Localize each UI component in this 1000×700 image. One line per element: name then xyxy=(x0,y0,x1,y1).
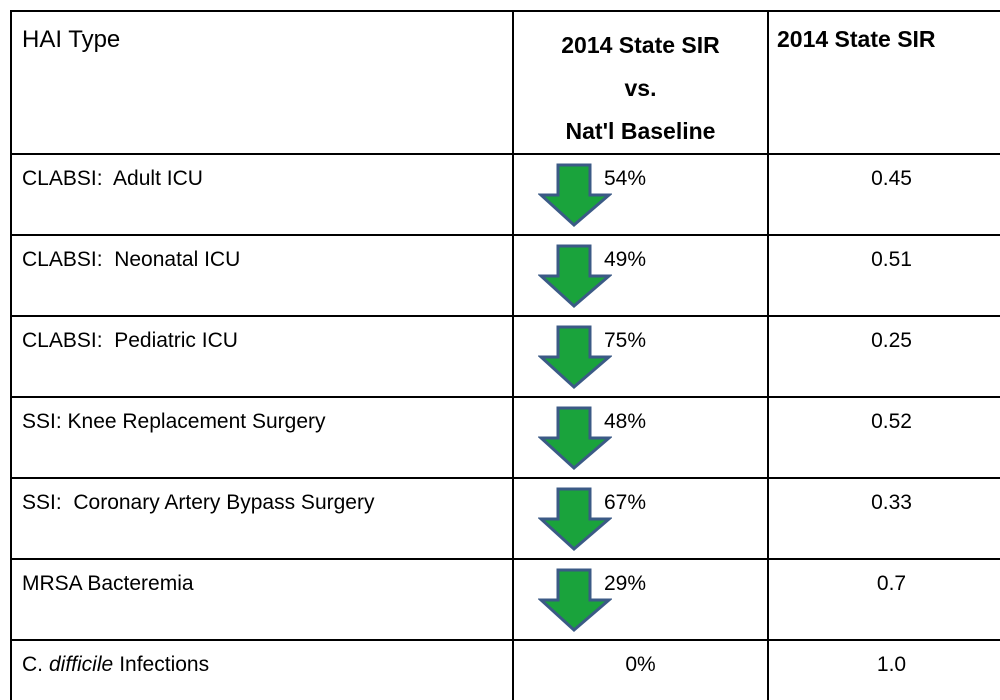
sir-text: 0.52 xyxy=(871,410,912,433)
table-row: CLABSI: Pediatric ICU 75% 0.25 xyxy=(10,315,1000,398)
header-line: vs. xyxy=(624,75,657,101)
header-row: HAI Type 2014 State SIR vs. Nat'l Baseline… xyxy=(10,10,1000,155)
table-row: C. difficile Infections 0% 1.0 xyxy=(10,639,1000,700)
change-text: 29% xyxy=(604,572,647,595)
sir-text: 0.7 xyxy=(876,572,907,595)
name-suffix: Infections xyxy=(119,653,210,676)
sir-cell: 0.25 xyxy=(767,315,1000,398)
name-cell: MRSA Bacteremia xyxy=(10,558,514,641)
sir-text: 0.51 xyxy=(871,248,912,271)
header-text: 2014 State SIR xyxy=(777,26,936,52)
name-cell: C. difficile Infections xyxy=(10,639,514,700)
sir-text: 0.25 xyxy=(871,329,912,352)
header-cell: 2014 State SIR xyxy=(767,10,1000,155)
name-text: SSI: Knee Replacement Surgery xyxy=(22,410,326,433)
table-row: CLABSI: Adult ICU 54% 0.45 xyxy=(10,153,1000,236)
down-arrow xyxy=(538,406,612,470)
name-cell: CLABSI: Adult ICU xyxy=(10,153,514,236)
down-arrow xyxy=(538,163,612,227)
change-text: 49% xyxy=(604,248,647,271)
change-text: 54% xyxy=(604,167,647,190)
arrow-shape xyxy=(538,568,612,632)
down-arrow xyxy=(538,568,612,632)
down-arrow xyxy=(538,325,612,389)
header-cell: HAI Type xyxy=(10,10,514,155)
sir-cell: 1.0 xyxy=(767,639,1000,700)
change-text: 48% xyxy=(604,410,647,433)
change-cell: 0% xyxy=(512,639,769,700)
change-cell: 75% xyxy=(512,315,769,398)
header-cell: 2014 State SIR vs. Nat'l Baseline xyxy=(512,10,769,155)
arrow-shape xyxy=(538,244,612,308)
header-line: 2014 State SIR xyxy=(561,32,720,58)
change-text: 67% xyxy=(604,491,647,514)
name-text: CLABSI: Pediatric ICU xyxy=(22,329,238,352)
header-line: Nat'l Baseline xyxy=(565,118,716,144)
sir-text: 0.33 xyxy=(871,491,912,514)
change-text: 0% xyxy=(625,653,656,676)
table-row: SSI: Knee Replacement Surgery 48% 0.52 xyxy=(10,396,1000,479)
name-cell: SSI: Knee Replacement Surgery xyxy=(10,396,514,479)
table-body: HAI Type 2014 State SIR vs. Nat'l Baseline… xyxy=(10,10,1000,700)
change-cell: 54% xyxy=(512,153,769,236)
sir-cell: 0.45 xyxy=(767,153,1000,236)
change-cell: 48% xyxy=(512,396,769,479)
name-cell: SSI: Coronary Artery Bypass Surgery xyxy=(10,477,514,560)
table-row: SSI: Coronary Artery Bypass Surgery 67% 0.… xyxy=(10,477,1000,560)
arrow-shape xyxy=(538,163,612,227)
arrow-shape xyxy=(538,406,612,470)
name-prefix: C. xyxy=(22,653,43,676)
sir-text: 0.45 xyxy=(871,167,912,190)
down-arrow xyxy=(538,487,612,551)
table-row: MRSA Bacteremia 29% 0.7 xyxy=(10,558,1000,641)
down-arrow xyxy=(538,244,612,308)
sir-cell: 0.7 xyxy=(767,558,1000,641)
hai-table: HAI Type 2014 State SIR vs. Nat'l Baseline… xyxy=(10,10,1000,700)
sir-cell: 0.33 xyxy=(767,477,1000,560)
name-cell: CLABSI: Neonatal ICU xyxy=(10,234,514,317)
name-cell: CLABSI: Pediatric ICU xyxy=(10,315,514,398)
change-text: 75% xyxy=(604,329,647,352)
sir-cell: 0.51 xyxy=(767,234,1000,317)
sir-cell: 0.52 xyxy=(767,396,1000,479)
name-italic: difficile xyxy=(49,653,114,676)
name-text: MRSA Bacteremia xyxy=(22,572,194,595)
table-row: CLABSI: Neonatal ICU 49% 0.51 xyxy=(10,234,1000,317)
header-text: HAI Type xyxy=(22,26,121,53)
name-text: SSI: Coronary Artery Bypass Surgery xyxy=(22,491,375,514)
name-text: CLABSI: Adult ICU xyxy=(22,167,203,190)
change-cell: 67% xyxy=(512,477,769,560)
name-text: CLABSI: Neonatal ICU xyxy=(22,248,241,271)
arrow-shape xyxy=(538,325,612,389)
sir-text: 1.0 xyxy=(876,653,907,676)
header-text: 2014 State SIR vs. Nat'l Baseline xyxy=(514,12,767,153)
change-cell: 29% xyxy=(512,558,769,641)
name-text: C. difficile Infections xyxy=(12,641,512,677)
arrow-shape xyxy=(538,487,612,551)
change-cell: 49% xyxy=(512,234,769,317)
